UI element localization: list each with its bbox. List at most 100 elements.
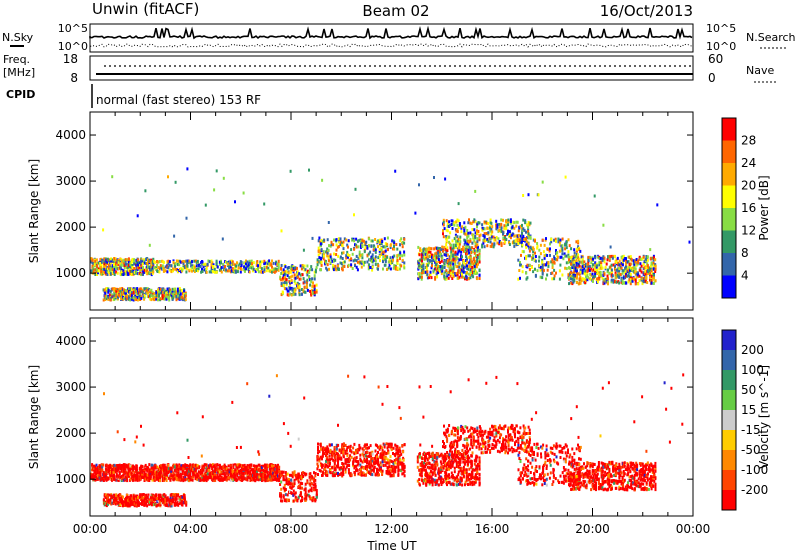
heatmap-cell xyxy=(655,265,657,268)
heatmap-cell xyxy=(157,298,159,301)
heatmap-cell xyxy=(311,285,313,288)
heatmap-cell xyxy=(225,268,227,271)
heatmap-cell xyxy=(136,465,138,468)
heatmap-cell xyxy=(614,255,616,258)
heatmap-cell xyxy=(178,478,180,481)
heatmap-cell xyxy=(194,266,196,269)
heatmap-cell xyxy=(547,269,549,272)
heatmap-cell xyxy=(222,238,224,241)
heatmap-cell xyxy=(509,233,511,236)
heatmap-cell xyxy=(639,279,641,282)
heatmap-cell xyxy=(263,268,265,271)
heatmap-cell xyxy=(463,262,465,265)
heatmap-cell xyxy=(185,295,187,298)
heatmap-cell xyxy=(447,229,449,232)
heatmap-cell xyxy=(403,242,405,245)
heatmap-cell xyxy=(535,275,537,278)
heatmap-cell xyxy=(263,203,265,206)
heatmap-cell xyxy=(131,288,133,291)
heatmap-cell xyxy=(444,178,446,181)
heatmap-cell xyxy=(375,260,377,263)
heatmap-cell xyxy=(547,265,549,268)
heatmap-cell xyxy=(314,291,316,294)
heatmap-cell xyxy=(457,230,459,233)
heatmap-cell xyxy=(365,241,367,244)
heatmap-cell xyxy=(534,252,536,255)
heatmap-cell xyxy=(547,261,549,264)
heatmap-cell xyxy=(185,298,187,301)
heatmap-cell xyxy=(216,169,218,172)
heatmap-cell xyxy=(631,258,633,261)
heatmap-cell xyxy=(532,254,534,257)
cpid-text: normal (fast stereo) 153 RF xyxy=(96,93,261,107)
heatmap-cell xyxy=(458,266,460,269)
heatmap-cell xyxy=(327,263,329,266)
heatmap-cell xyxy=(384,237,386,240)
heatmap-cell xyxy=(379,259,381,262)
heatmap-cell xyxy=(342,257,344,260)
heatmap-cell xyxy=(537,245,539,248)
heatmap-cell xyxy=(426,270,428,273)
heatmap-cell xyxy=(332,243,334,246)
heatmap-cell xyxy=(359,251,361,254)
heatmap-cell xyxy=(498,229,500,232)
heatmap-cell xyxy=(450,272,452,275)
heatmap-cell xyxy=(529,250,531,253)
heatmap-cell xyxy=(106,469,108,472)
heatmap-cell xyxy=(291,279,293,282)
heatmap-cell xyxy=(579,278,581,281)
nave-label: Nave xyxy=(746,64,774,77)
heatmap-cell xyxy=(602,267,604,270)
heatmap-cell xyxy=(505,238,507,241)
heatmap-cell xyxy=(538,249,540,252)
heatmap-cell xyxy=(469,276,471,279)
heatmap-cell xyxy=(451,223,453,226)
heatmap-cell xyxy=(148,463,150,466)
heatmap-cell xyxy=(388,266,390,269)
station-title: Unwin (fitACF) xyxy=(92,0,199,18)
heatmap-cell xyxy=(397,262,399,265)
heatmap-cell xyxy=(357,261,359,264)
heatmap-cell xyxy=(611,269,613,272)
power-cells xyxy=(91,167,691,301)
heatmap-cell xyxy=(443,235,445,238)
heatmap-cell xyxy=(503,224,505,227)
heatmap-cell xyxy=(493,242,495,245)
heatmap-cell xyxy=(450,257,452,260)
heatmap-cell xyxy=(463,221,465,224)
heatmap-cell xyxy=(337,264,339,267)
heatmap-cell xyxy=(186,217,188,220)
heatmap-cell xyxy=(618,282,620,285)
heatmap-cell xyxy=(180,476,182,479)
heatmap-cell xyxy=(393,245,395,248)
heatmap-cell xyxy=(567,250,569,253)
heatmap-cell xyxy=(470,251,472,254)
heatmap-cell xyxy=(538,260,540,263)
heatmap-cell xyxy=(568,277,570,280)
heatmap-cell xyxy=(635,279,637,282)
heatmap-cell xyxy=(320,258,322,261)
heatmap-cell xyxy=(114,287,116,290)
heatmap-cell xyxy=(580,271,582,274)
heatmap-cell xyxy=(238,266,240,269)
heatmap-cell xyxy=(159,479,161,482)
heatmap-cell xyxy=(317,263,319,266)
heatmap-cell xyxy=(460,251,462,254)
heatmap-cell xyxy=(280,268,282,271)
heatmap-cell xyxy=(328,249,330,252)
heatmap-cell xyxy=(285,265,287,268)
heatmap-cell xyxy=(377,264,379,267)
heatmap-cell xyxy=(557,256,559,259)
heatmap-cell xyxy=(221,266,223,269)
heatmap-cell xyxy=(241,268,243,271)
heatmap-cell xyxy=(291,294,293,297)
heatmap-cell xyxy=(606,263,608,266)
heatmap-cell xyxy=(369,266,371,269)
heatmap-cell xyxy=(393,248,395,251)
heatmap-cell xyxy=(110,299,112,302)
y-tick-label: 4000 xyxy=(55,128,86,142)
heatmap-cell xyxy=(501,226,503,229)
heatmap-cell xyxy=(283,268,285,271)
heatmap-cell xyxy=(120,264,122,267)
heatmap-cell xyxy=(323,239,325,242)
